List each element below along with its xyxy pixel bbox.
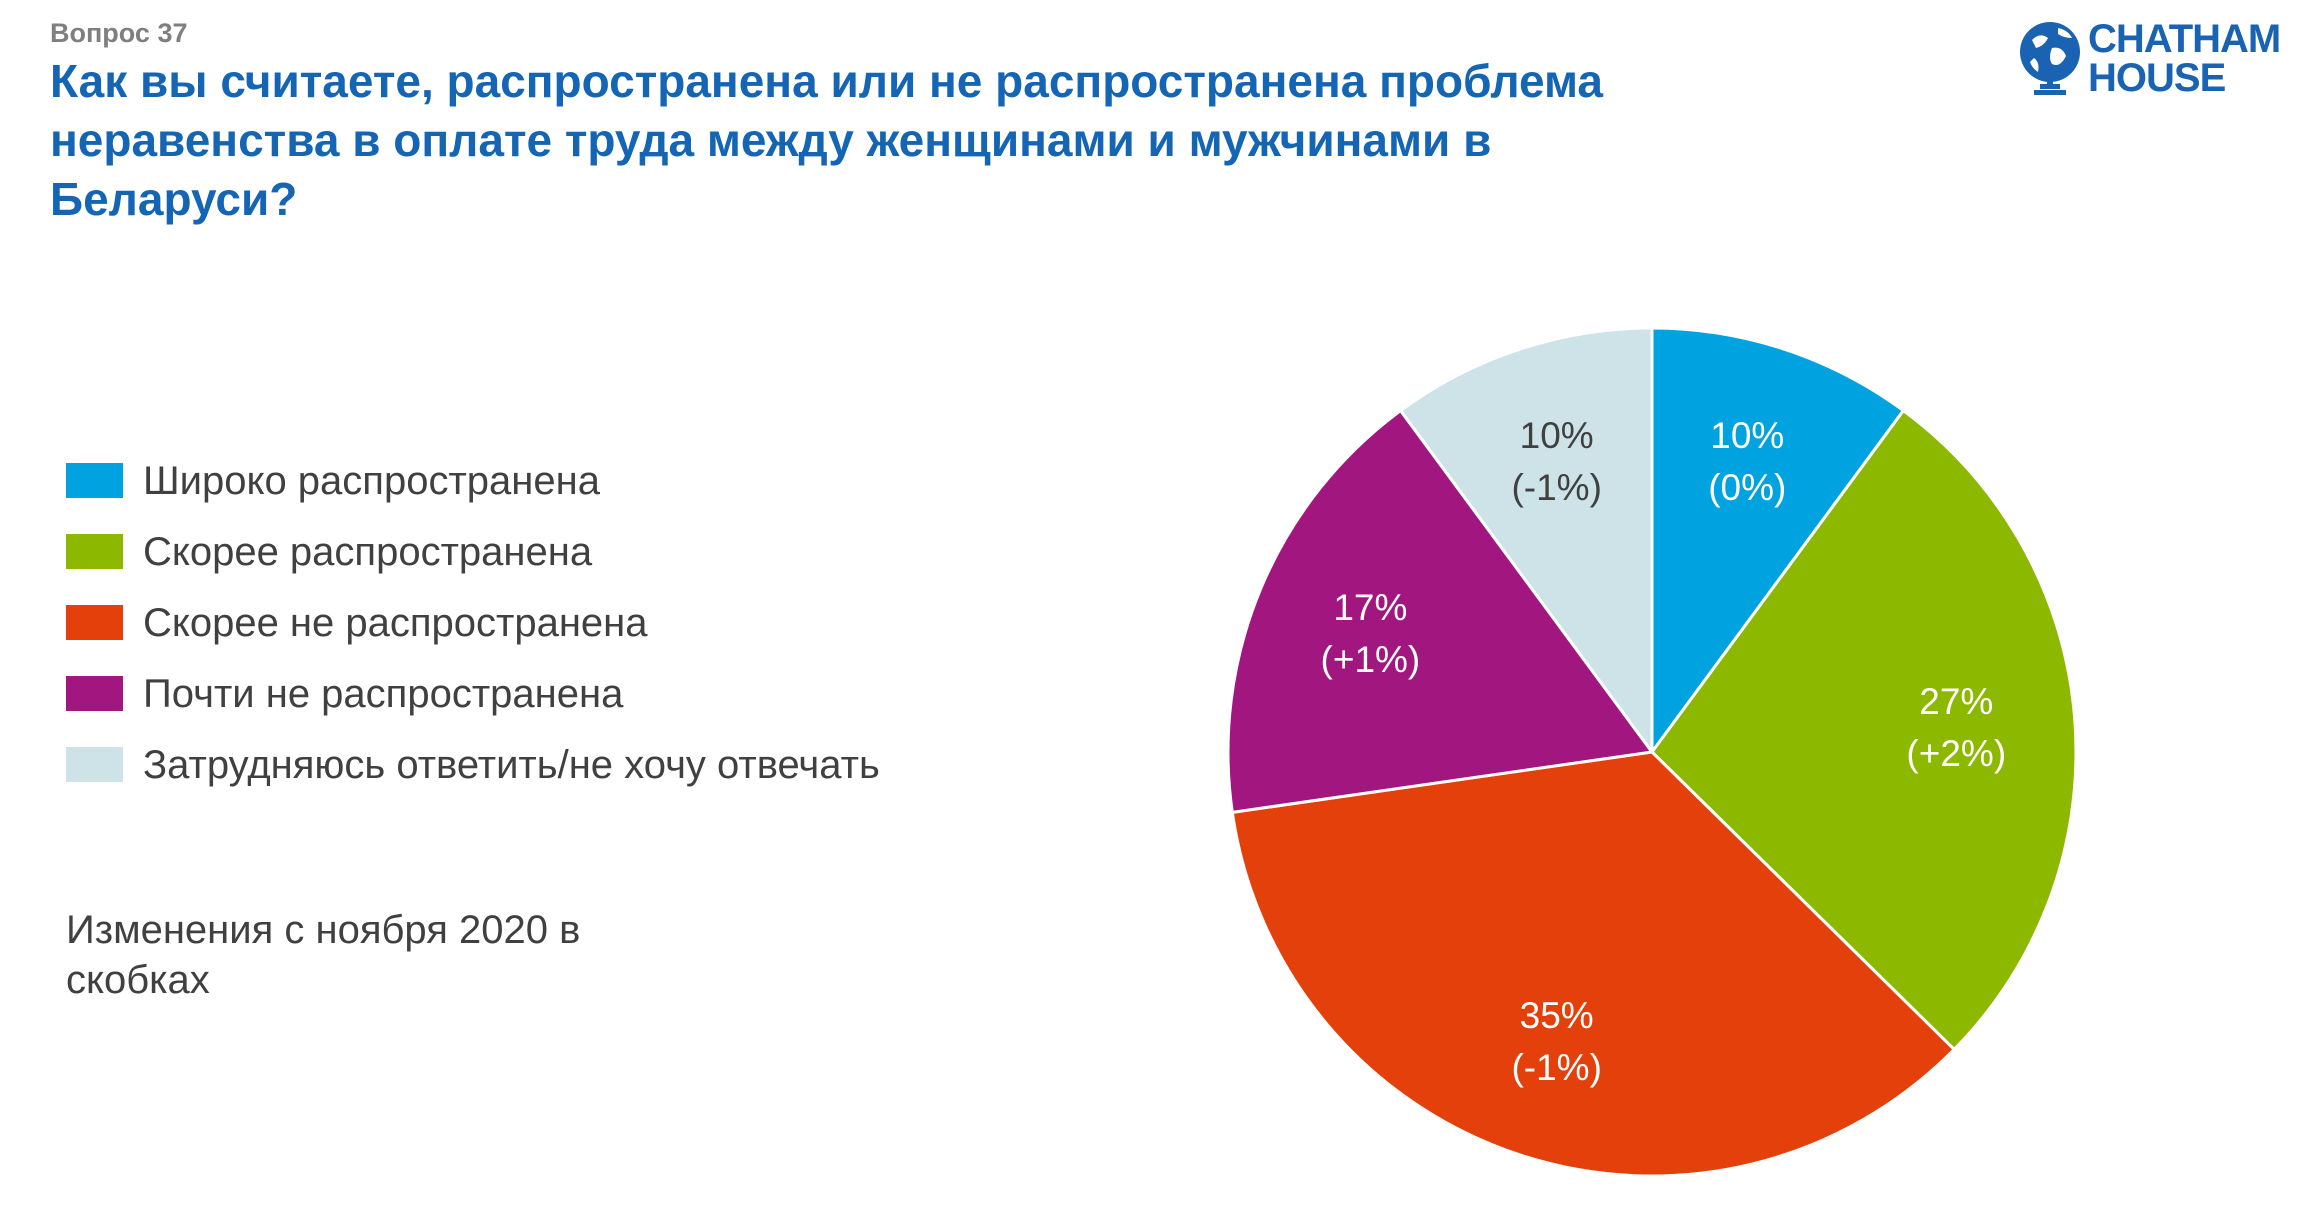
slice-change-label: (+1%) (1320, 639, 1421, 681)
legend-swatch (66, 463, 123, 498)
slice-data-label: 17% (+1%) (1260, 582, 1480, 686)
question-number: Вопрос 37 (50, 18, 188, 48)
slice-value-label: 10% (1519, 415, 1594, 456)
chatham-house-logo: CHATHAM HOUSE (2018, 18, 2288, 98)
legend-label: Широко распространена (143, 459, 600, 503)
slice-data-label: 10% (0%) (1637, 410, 1857, 514)
slice-value-label: 10% (1710, 415, 1785, 456)
legend-label: Скорее распространена (143, 530, 593, 574)
legend-swatch (66, 534, 123, 569)
slice-data-label: 27% (+2%) (1846, 676, 2066, 780)
logo-line-2: HOUSE (2088, 56, 2226, 100)
page-title: Как вы считаете, распространена или не р… (50, 55, 1603, 225)
pie-slice (1650, 326, 1905, 754)
slice-change-label: (-1%) (1511, 1047, 1602, 1088)
slice-data-label: 35% (-1%) (1447, 990, 1667, 1094)
legend-swatch (66, 747, 123, 782)
legend-label: Скорее не распространена (143, 601, 648, 645)
logo-line-1: CHATHAM (2088, 17, 2281, 61)
logo-wordmark: CHATHAM HOUSE (2088, 17, 2281, 100)
changes-footnote: Изменения с ноября 2020 в скобках (66, 908, 581, 1002)
slice-change-label: (+2%) (1906, 732, 2007, 774)
slice-value-label: 35% (1519, 995, 1594, 1036)
slice-change-label: (-1%) (1511, 467, 1602, 508)
legend-swatch (66, 605, 123, 640)
slice-change-label: (0%) (1708, 467, 1787, 508)
pie-slice (1399, 326, 1654, 754)
globe-icon (2020, 22, 2080, 95)
legend-label: Затрудняюсь ответить/не хочу отвечать (143, 743, 880, 787)
legend-swatch (66, 676, 123, 711)
slice-value-label: 27% (1919, 680, 1994, 722)
pie-slice (1650, 409, 2078, 1051)
pie-slice (1230, 750, 1956, 1178)
slice-data-label: 10% (-1%) (1447, 410, 1667, 514)
slice-value-label: 17% (1333, 587, 1408, 629)
pie-slice (1226, 409, 1654, 814)
legend-label: Почти не распространена (143, 672, 624, 716)
